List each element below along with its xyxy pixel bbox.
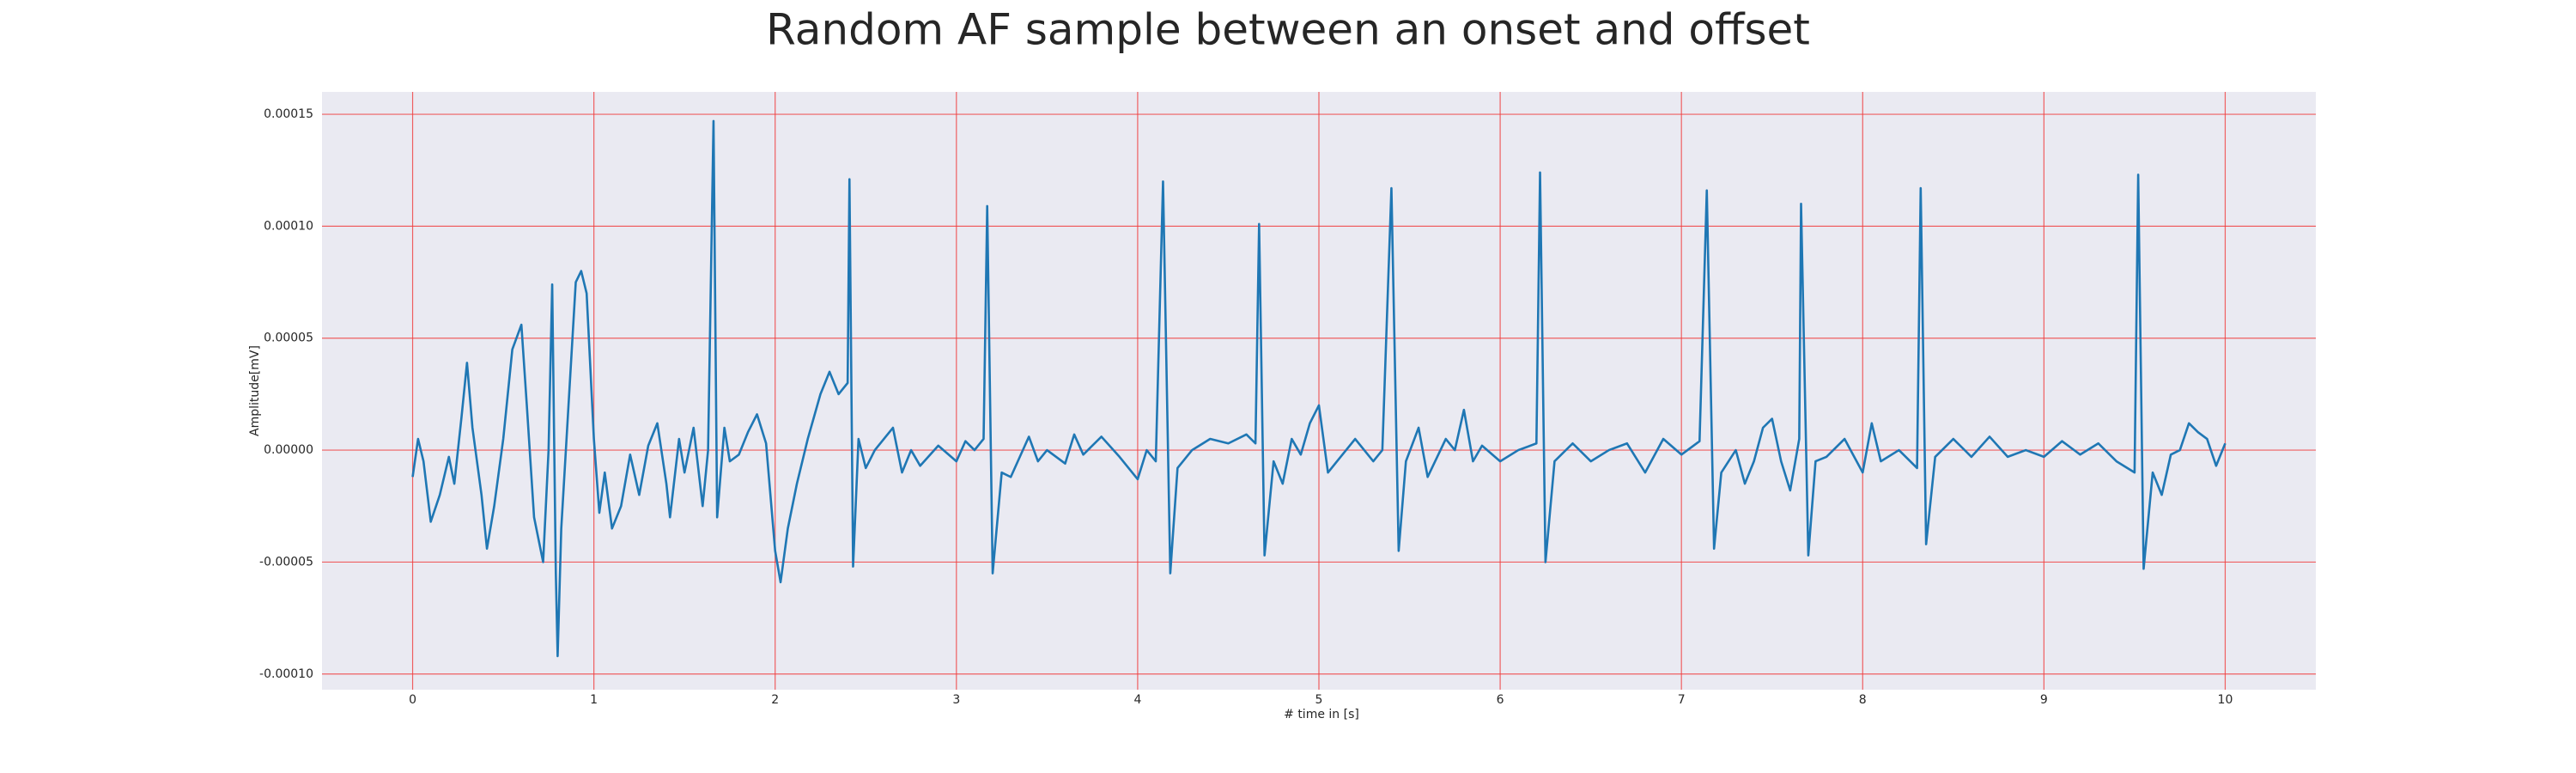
x-tick-label: 8 bbox=[1859, 693, 1867, 707]
y-axis-label: Amplitude[mV] bbox=[248, 345, 262, 436]
signal-line bbox=[411, 119, 2227, 658]
y-tick-label: -0.00005 bbox=[259, 555, 313, 569]
x-tick-label: 0 bbox=[409, 693, 416, 707]
x-tick-label: 6 bbox=[1497, 693, 1504, 707]
x-tick-label: 2 bbox=[771, 693, 779, 707]
x-tick-label: 10 bbox=[2218, 693, 2233, 707]
y-tick-label: 0.00010 bbox=[264, 219, 313, 233]
x-tick-label: 3 bbox=[952, 693, 960, 707]
x-tick-label: 1 bbox=[590, 693, 598, 707]
x-tick-label: 9 bbox=[2040, 693, 2048, 707]
y-tick-label: -0.00010 bbox=[259, 667, 313, 681]
x-tick-label: 4 bbox=[1133, 693, 1141, 707]
x-tick-label: 5 bbox=[1315, 693, 1323, 707]
y-tick-label: 0.00015 bbox=[264, 107, 313, 121]
x-tick-label: 7 bbox=[1678, 693, 1686, 707]
chart-title: Random AF sample between an onset and of… bbox=[766, 5, 1810, 55]
x-axis-label: # time in [s] bbox=[1284, 708, 1359, 721]
y-tick-label: 0.00005 bbox=[264, 332, 313, 345]
y-tick-label: 0.00000 bbox=[264, 443, 313, 457]
